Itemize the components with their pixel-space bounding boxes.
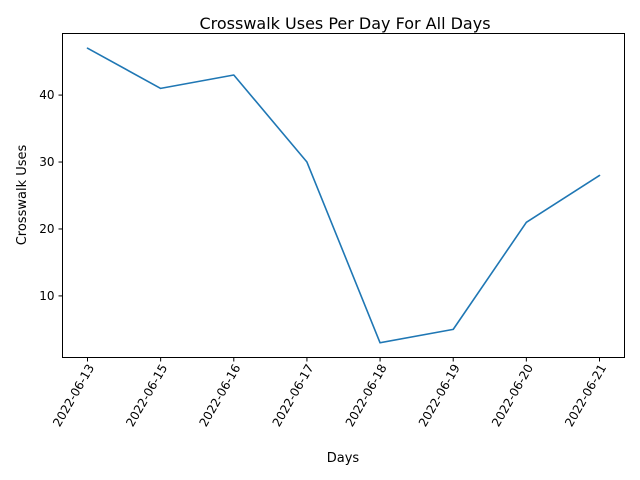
x-axis: 2022-06-13 2022-06-15 2022-06-16 2022-06-17…: [50, 357, 609, 429]
x-tick-label: 2022-06-18: [343, 362, 390, 429]
series-line: [86, 47, 601, 344]
x-axis-label: Days: [327, 451, 360, 466]
x-tick-label: 2022-06-15: [123, 362, 170, 429]
x-tick-label: 2022-06-13: [50, 362, 97, 429]
chart-title: Crosswalk Uses Per Day For All Days: [199, 14, 490, 33]
series-group: [86, 47, 601, 344]
y-axis: 10 20 30 40: [39, 88, 63, 303]
x-tick-label: 2022-06-20: [489, 362, 536, 429]
y-tick-label: 10: [39, 289, 54, 303]
x-tick-label: 2022-06-16: [196, 362, 243, 429]
x-tick-label: 2022-06-21: [562, 362, 609, 429]
plot-frame: [62, 33, 625, 358]
x-tick-label: 2022-06-17: [270, 362, 317, 429]
x-tick-label: 2022-06-19: [416, 362, 463, 429]
y-tick-label: 40: [39, 88, 54, 102]
y-tick-label: 20: [39, 222, 54, 236]
y-tick-label: 30: [39, 155, 54, 169]
y-axis-label: Crosswalk Uses: [15, 144, 30, 245]
